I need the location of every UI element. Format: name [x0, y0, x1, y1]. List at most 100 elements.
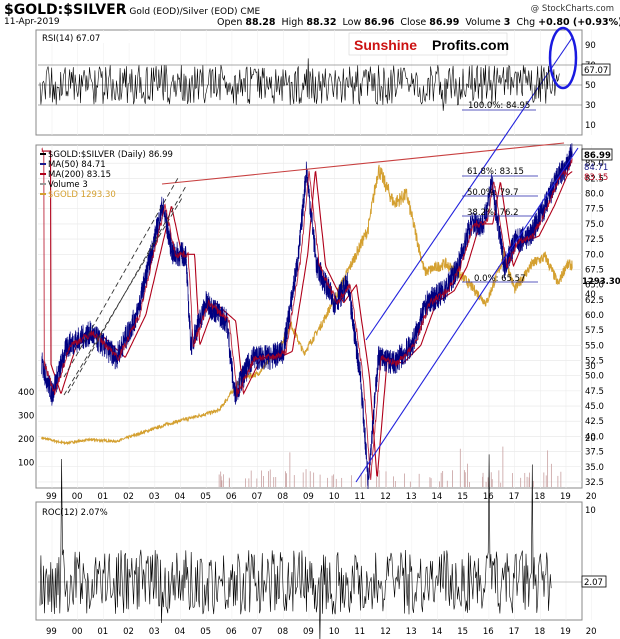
x-axis-label: 03 [149, 492, 160, 502]
close-tag-text: 86.99 [584, 151, 611, 161]
copyright-text: @ StockCharts.com [530, 4, 614, 14]
rsi-tag [581, 63, 611, 76]
fib-label-000: 0.0%: 65.57 [474, 274, 526, 284]
x-axis-label: 99 [46, 492, 57, 502]
x-axis-label-bottom: 19 [560, 627, 571, 637]
price-tick-label: 80.0 [585, 190, 604, 200]
x-axis-label: 14 [432, 492, 443, 502]
roc-tag-text: 2.07 [584, 578, 603, 588]
highlight-ellipse [548, 26, 578, 90]
price-tick-label: 52.5 [585, 357, 604, 367]
close-tag [581, 148, 613, 161]
symbol-title: $GOLD:$SILVER [4, 2, 127, 18]
x-axis-label-bottom: 16 [483, 627, 494, 637]
red-trendline [161, 142, 565, 185]
legend-entry: $GOLD:$SILVER (Daily) 86.99 [48, 150, 173, 160]
price-tick-label: 35.0 [585, 463, 604, 473]
gold-tick-label: 300 [18, 412, 34, 422]
rsi-fib-annotation: 100.0%: 84.95 [468, 101, 530, 111]
roc-tag [581, 575, 607, 588]
chart-header: $GOLD:$SILVER Gold (EOD)/Silver (EOD) CM… [4, 2, 260, 18]
price-tick-label: 45.0 [585, 402, 604, 412]
roc-tick-label: 20 [585, 434, 596, 444]
gold-tick-label: 100 [18, 459, 34, 469]
x-axis-label: 05 [200, 492, 211, 502]
x-axis-label-bottom: 09 [303, 627, 314, 637]
chg-label: Chg [516, 17, 536, 28]
x-axis-label: 06 [226, 492, 237, 502]
price-tick-label: 65.0 [585, 281, 604, 291]
roc-label: ROC(12) 2.07% [42, 508, 108, 518]
channel-lower-line [355, 147, 579, 483]
exchange-label: CME [240, 7, 261, 17]
ma200-tag-text: 83.15 [584, 173, 608, 183]
ohlc-stats: Open 88.28 High 88.32 Low 86.96 Close 86… [217, 17, 620, 28]
x-axis-label-bottom: 02 [123, 627, 134, 637]
close-label: Close [400, 17, 427, 28]
price-tick-label: 47.5 [585, 387, 604, 397]
x-axis-label-bottom: 06 [226, 627, 237, 637]
x-axis-label: 17 [509, 492, 520, 502]
fib-label-618: 61.8%: 83.15 [467, 167, 524, 177]
price-tick-label: 32.5 [585, 478, 604, 488]
rsi-line [39, 58, 560, 111]
rsi-tick-label: 50 [585, 81, 596, 91]
low-label: Low [342, 17, 362, 28]
rsi-tick-label: 90 [585, 41, 596, 51]
dashed-channel-line [63, 177, 179, 378]
ma50-line [41, 147, 573, 480]
price-tick-label: 85.0 [585, 159, 604, 169]
x-axis-label: 04 [175, 492, 186, 502]
roc-line [39, 454, 552, 639]
x-axis-label-bottom: 14 [432, 627, 443, 637]
x-axis-label-bottom: 18 [534, 627, 545, 637]
gold-tick-label: 400 [18, 388, 34, 398]
roc-tick-label: 40 [585, 290, 596, 300]
price-tick-label: 60.0 [585, 311, 604, 321]
rsi-label-bg [38, 32, 130, 43]
channel-upper-line [365, 37, 573, 341]
watermark-box [348, 32, 508, 56]
price-tick-label: 40.0 [585, 432, 604, 442]
x-axis-label: 07 [252, 492, 263, 502]
price-tick-label: 75.0 [585, 220, 604, 230]
x-axis-label-bottom: 08 [277, 627, 288, 637]
price-tick-label: 72.5 [585, 235, 604, 245]
rsi-label: RSI(14) 67.07 [42, 34, 100, 44]
fib-label-500: 50.0%: 79.7 [467, 188, 519, 198]
x-axis-label: 08 [277, 492, 288, 502]
x-axis-label: 12 [380, 492, 391, 502]
x-axis-label: 16 [483, 492, 494, 502]
roc-tick-label: 30 [585, 362, 596, 372]
x-axis-label: 10 [329, 492, 340, 502]
x-axis-label: 19 [560, 492, 571, 502]
legend-entry: MA(50) 84.71 [48, 160, 106, 170]
x-axis-label-bottom: 20 [586, 627, 597, 637]
legend-entry: Volume 3 [48, 180, 88, 190]
chg-value: +0.80 (+0.93%) [538, 17, 620, 28]
price-tick-label: 55.0 [585, 341, 604, 351]
price-tick-label: 70.0 [585, 250, 604, 260]
fib-label-382: 38.2%: 76.2 [467, 208, 519, 218]
rsi-tick-label: 30 [585, 101, 596, 111]
price-tick-label: 57.5 [585, 326, 604, 336]
x-axis-label-bottom: 13 [406, 627, 417, 637]
x-axis-label-bottom: 99 [46, 627, 57, 637]
x-axis-label-bottom: 17 [509, 627, 520, 637]
chart-date: 11-Apr-2019 [4, 17, 60, 27]
price-tick-label: 82.5 [585, 174, 604, 184]
x-axis-label-bottom: 01 [97, 627, 108, 637]
open-label: Open [217, 17, 243, 28]
close-value: 86.99 [429, 17, 460, 28]
gold-tick-label: 200 [18, 435, 34, 445]
x-axis-label: 11 [354, 492, 365, 502]
symbol-description: Gold (EOD)/Silver (EOD) [129, 7, 238, 17]
x-axis-label-bottom: 15 [457, 627, 468, 637]
volume-value: 3 [503, 17, 511, 28]
volume-label: Volume [465, 17, 501, 28]
price-tick-label: 67.5 [585, 265, 604, 275]
x-axis-label: 13 [406, 492, 417, 502]
x-axis-label: 09 [303, 492, 314, 502]
